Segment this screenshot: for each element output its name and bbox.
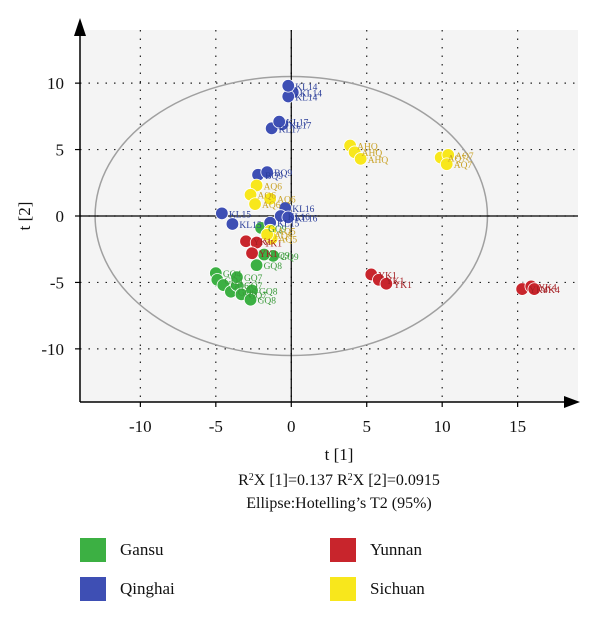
point-label-yunnan-1: YK1 [264,240,283,250]
point-label-sichuan-8: AQ6 [258,192,277,202]
point-label-sichuan-0: AHQ [357,143,378,153]
point-label-qinghai-0: KL14 [300,89,322,99]
point-labels: GQ4GQ4GQ6GQ6GQ7GQ7GQ7GQ8GQ8GQ8GQ9GQ9GQ9K… [223,83,560,307]
point-label-gansu-1: GQ4 [224,277,243,287]
point-label-qinghai-1: KL14 [295,93,317,103]
point-label-yunnan-3: YK1 [378,271,397,281]
y-axis-arrow [74,18,86,36]
x-tick-label-2: 0 [287,417,296,436]
point-label-sichuan-2: AHQ [368,156,389,166]
x-tick-label-0: -10 [129,417,152,436]
point-sichuan-9 [248,197,262,211]
point-label-gansu-0: GQ4 [223,270,242,280]
point-label-gansu-12: GQ9 [268,225,287,235]
y-tick-label-4: -10 [41,340,64,359]
point-label-yunnan-0: YK1 [253,238,272,248]
point-gansu-8 [243,293,258,307]
point-label-qinghai-4: KL17 [279,125,301,135]
point-qinghai-12 [225,217,240,231]
point-sichuan-12 [260,227,274,242]
point-yunnan-5 [379,277,394,291]
point-gansu-9 [249,258,264,272]
point-label-sichuan-7: AQ6 [277,196,296,206]
point-label-yunnan-5: YK1 [393,281,412,291]
point-qinghai-2 [281,79,295,93]
point-qinghai-11 [215,206,229,221]
point-label-sichuan-12: AQ5 [274,232,293,242]
point-label-sichuan-9: AQ6 [262,201,281,211]
point-label-qinghai-7: BQ9 [274,169,292,179]
y-tick-label-0: 10 [47,74,64,93]
point-label-qinghai-6: BQ9 [265,172,283,182]
point-label-sichuan-1: AHQ [362,149,383,159]
point-qinghai-10 [281,210,295,225]
x-axis-arrow [564,396,580,408]
point-label-sichuan-5: AQ7 [454,161,473,171]
point-yunnan-2 [245,246,259,260]
point-label-gansu-3: GQ6 [238,289,257,299]
y-tick-label-2: 0 [56,207,65,226]
point-label-yunnan-6: YK4 [529,286,548,296]
tick-labels: -10 -5 0 5 10 15 10 5 0 -5 -10 [41,74,526,436]
caption-sup-2: 2 [348,472,353,483]
x-tick-label-5: 15 [509,417,526,436]
point-qinghai-7 [260,165,274,179]
x-tick-label-1: -5 [209,417,223,436]
point-label-yunnan-7: YK4 [538,283,557,293]
point-label-gansu-6: GQ7 [244,274,263,284]
y-tick-label-1: 5 [56,141,65,160]
x-tick-label-4: 10 [434,417,451,436]
point-label-qinghai-12: KL15 [239,221,261,231]
point-label-gansu-11: GQ9 [271,252,290,262]
data-points [209,79,541,307]
x-tick-label-3: 5 [362,417,371,436]
point-label-qinghai-2: KL14 [295,83,317,93]
caption-x2: X [2]=0.0915 [353,472,440,489]
point-label-qinghai-8: KL16 [292,205,314,215]
point-label-gansu-5: GQ7 [248,291,267,301]
caption-x1: X [1]=0.137 R [254,472,348,489]
variance-caption: R2X [1]=0.137 R2X [2]=0.0915 [238,472,440,490]
point-label-qinghai-9: KL16 [288,213,310,223]
point-yunnan-8 [527,282,541,296]
point-label-gansu-8: GQ8 [258,297,277,307]
point-sichuan-5 [440,157,454,171]
point-label-yunnan-2: YK1 [259,250,278,260]
point-sichuan-6 [249,178,264,193]
point-sichuan-7 [263,192,277,206]
ellipse-caption: Ellipse:Hotelling’s T2 (95%) [246,495,431,512]
point-label-sichuan-3: AQ7 [448,155,467,165]
point-label-sichuan-10: AQ5 [277,228,296,238]
point-sichuan-2 [353,152,368,166]
point-label-gansu-2: GQ6 [230,282,249,292]
y-axis-title: t [2] [15,202,34,231]
caption-r2x: R [238,472,249,489]
x-axis-title: t [1] [325,445,354,464]
point-label-sichuan-6: AQ6 [264,182,283,192]
point-label-qinghai-5: KL17 [286,119,308,129]
point-label-sichuan-11: AQ5 [279,236,298,246]
point-label-qinghai-10: KL16 [295,214,317,224]
point-label-yunnan-8: YK4 [541,286,560,296]
point-label-gansu-10: GQ9 [280,253,299,263]
point-label-yunnan-4: YK1 [386,277,405,287]
point-label-gansu-9: GQ8 [264,262,283,272]
point-label-qinghai-11: KL15 [229,210,251,220]
point-label-sichuan-4: AQ7 [455,152,474,162]
caption-sup-1: 2 [249,472,254,483]
point-qinghai-5 [272,114,286,129]
point-gansu-6 [230,270,244,284]
y-tick-label-3: -5 [50,273,64,292]
point-label-gansu-4: GQ7 [244,282,263,292]
point-label-qinghai-13: KL15 [277,220,299,230]
point-label-gansu-7: GQ8 [259,287,278,297]
point-label-qinghai-3: KL17 [289,121,311,131]
